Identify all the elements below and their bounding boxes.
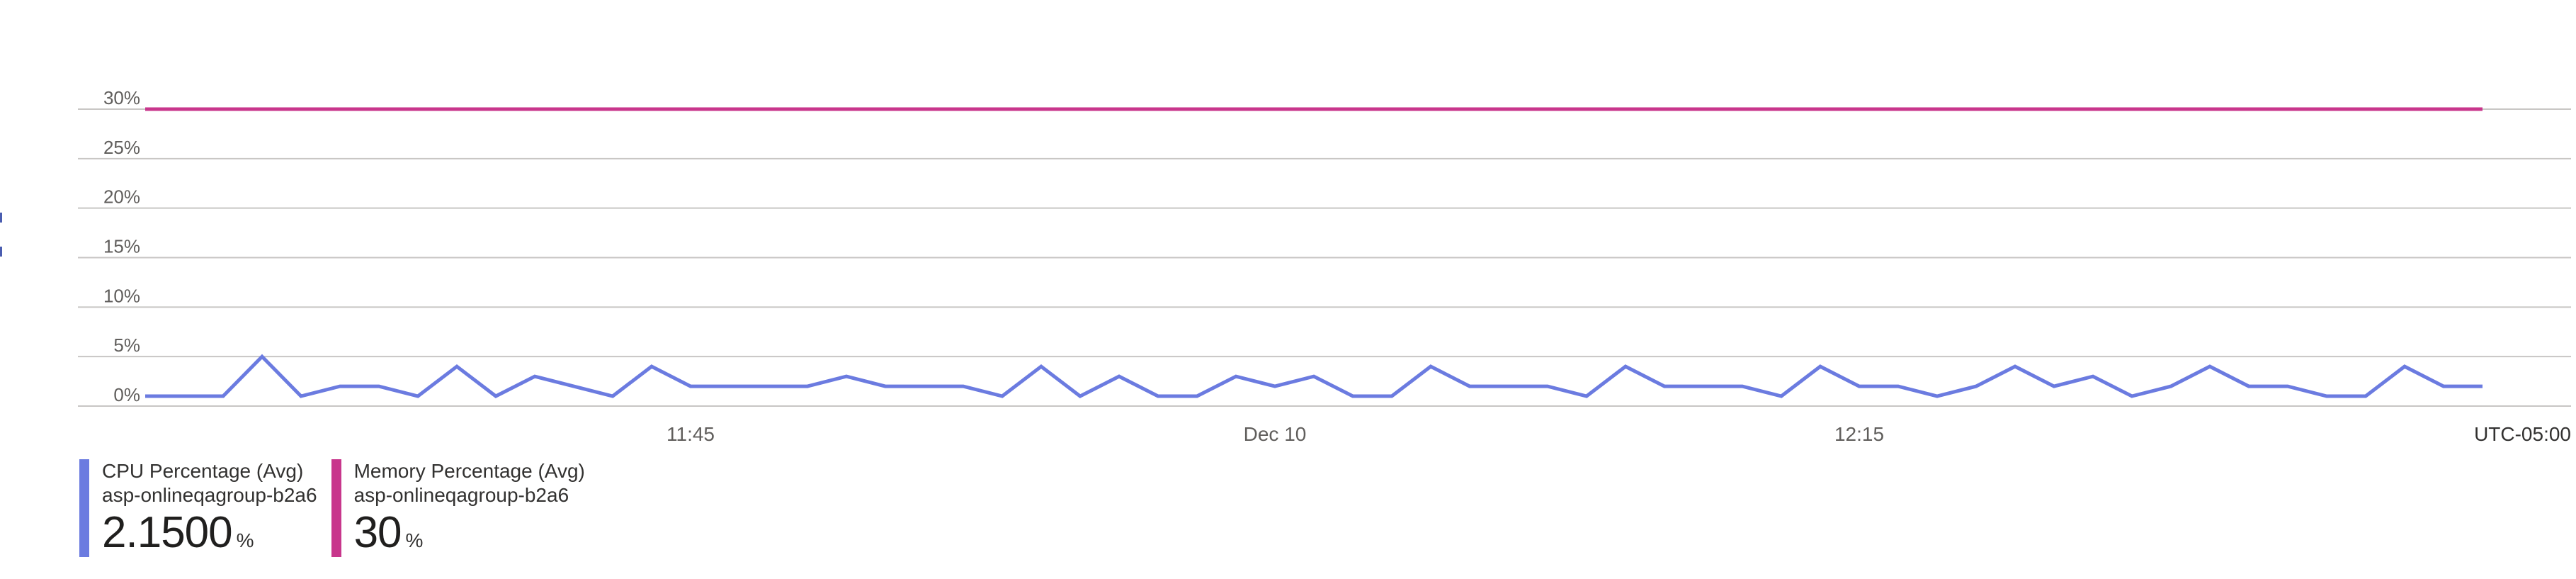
x-tick-label: 12:15 [1834, 423, 1884, 445]
y-tick-label: 10% [103, 285, 140, 306]
legend-swatch-cpu [79, 459, 89, 557]
legend-swatch-memory [331, 459, 341, 557]
y-tick-label: 30% [103, 87, 140, 108]
y-tick-label: 20% [103, 186, 140, 208]
edge-marker-top [0, 213, 2, 223]
x-tick-label: Dec 10 [1244, 423, 1307, 445]
legend-unit: % [405, 529, 424, 551]
legend-value: 30 [353, 508, 402, 557]
legend-item-memory[interactable]: Memory Percentage (Avg) asp-onlineqagrou… [331, 459, 585, 567]
legend-unit: % [236, 529, 254, 551]
y-tick-label: 15% [103, 236, 140, 257]
x-axis-ticks: 11:45 Dec 10 12:15 [666, 423, 1884, 445]
line-chart[interactable]: 0% 5% 10% 15% 20% 25% 30% 11:45 Dec 10 12:15 UTC… [0, 0, 2576, 454]
edge-marker-bottom [0, 247, 2, 257]
legend: CPU Percentage (Avg) asp-onlineqagroup-b… [79, 459, 599, 567]
legend-item-cpu[interactable]: CPU Percentage (Avg) asp-onlineqagroup-b… [79, 459, 317, 567]
legend-metric-name: Memory Percentage (Avg) [353, 460, 585, 482]
y-tick-label: 0% [113, 384, 140, 405]
legend-resource-name: asp-onlineqagroup-b2a6 [102, 484, 317, 506]
y-tick-label: 5% [113, 335, 140, 356]
y-tick-label: 25% [103, 137, 140, 158]
timezone-label: UTC-05:00 [2474, 423, 2571, 445]
gridlines [78, 108, 2571, 407]
legend-value: 2.1500 [102, 508, 233, 557]
y-axis-ticks: 0% 5% 10% 15% 20% 25% 30% [103, 87, 140, 405]
legend-metric-name: CPU Percentage (Avg) [102, 460, 304, 482]
legend-resource-name: asp-onlineqagroup-b2a6 [353, 484, 569, 506]
series-line-cpu[interactable] [145, 354, 2483, 398]
series-lines [145, 107, 2483, 398]
x-tick-label: 11:45 [666, 423, 715, 445]
